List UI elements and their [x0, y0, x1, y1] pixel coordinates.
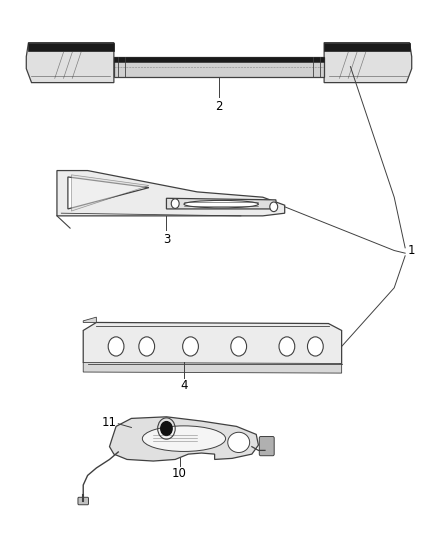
Polygon shape	[114, 57, 324, 77]
Circle shape	[139, 337, 155, 356]
Text: 10: 10	[172, 467, 187, 480]
Polygon shape	[83, 322, 342, 368]
Text: 3: 3	[163, 233, 170, 246]
Circle shape	[183, 337, 198, 356]
Polygon shape	[28, 43, 114, 51]
Ellipse shape	[228, 432, 250, 453]
Polygon shape	[83, 317, 96, 322]
FancyBboxPatch shape	[78, 497, 88, 505]
Text: 1: 1	[407, 244, 415, 257]
Circle shape	[279, 337, 295, 356]
Polygon shape	[324, 43, 410, 51]
Ellipse shape	[184, 200, 258, 208]
Circle shape	[270, 202, 278, 212]
Polygon shape	[324, 43, 412, 83]
Polygon shape	[83, 362, 342, 373]
Polygon shape	[114, 57, 324, 62]
Text: 4: 4	[180, 379, 188, 392]
Polygon shape	[110, 417, 258, 461]
Polygon shape	[26, 43, 114, 83]
Circle shape	[307, 337, 323, 356]
Circle shape	[171, 199, 179, 208]
Circle shape	[108, 337, 124, 356]
Circle shape	[231, 337, 247, 356]
Text: 2: 2	[215, 100, 223, 113]
Polygon shape	[166, 198, 276, 209]
FancyBboxPatch shape	[259, 437, 274, 456]
Circle shape	[161, 422, 172, 435]
Polygon shape	[57, 171, 285, 216]
Ellipse shape	[142, 426, 226, 451]
Polygon shape	[71, 175, 149, 211]
Text: 11: 11	[102, 416, 117, 429]
Polygon shape	[68, 177, 149, 209]
